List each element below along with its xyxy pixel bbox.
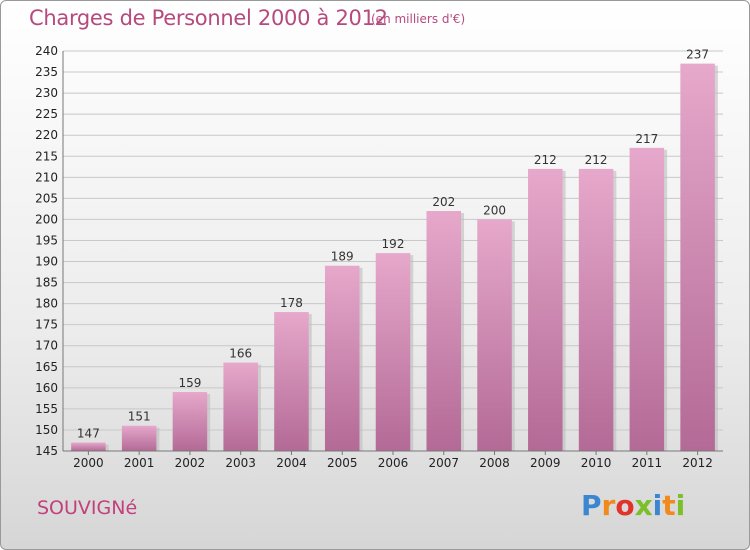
labels: 145 150 155 160 165 170 175 180 185 190 195 200 205 2… [35, 44, 713, 470]
bar [223, 362, 258, 451]
data-label: 202 [432, 195, 455, 209]
x-tick-label: 2004 [276, 456, 307, 470]
x-tick-label: 2012 [682, 456, 713, 470]
bar [121, 425, 157, 451]
bar [477, 219, 512, 451]
y-tick-label: 195 [35, 233, 58, 247]
axes [62, 51, 723, 455]
logo-letter: r [601, 489, 616, 522]
x-tick-label: 2001 [124, 456, 155, 470]
y-tick-label: 240 [35, 44, 58, 58]
y-tick-label: 230 [35, 86, 58, 100]
data-label: 200 [483, 203, 506, 217]
commune-name: SOUVIGNé [37, 497, 138, 519]
bar [528, 168, 563, 452]
y-tick-label: 170 [35, 339, 58, 353]
data-label: 159 [178, 376, 201, 390]
y-tick-label: 210 [35, 170, 58, 184]
bar [426, 211, 462, 451]
x-tick-label: 2006 [378, 456, 409, 470]
y-tick-label: 175 [35, 318, 58, 332]
logo-letter: o [615, 489, 635, 522]
y-tick-label: 225 [35, 107, 58, 121]
bar [71, 442, 106, 451]
x-tick-label: 2005 [327, 456, 358, 470]
proxiti-logo: Proxiti [581, 489, 691, 525]
chart-title: Charges de Personnel 2000 à 2012 [29, 6, 388, 30]
data-label: 212 [585, 153, 608, 167]
data-label: 237 [686, 48, 709, 62]
y-tick-label: 235 [35, 65, 58, 79]
data-label: 192 [382, 237, 405, 251]
y-tick-label: 220 [35, 128, 58, 142]
y-tick-label: 190 [35, 255, 58, 269]
y-tick-label: 160 [35, 381, 58, 395]
bar [578, 168, 614, 452]
y-tick-label: 205 [35, 191, 58, 205]
x-tick-label: 2011 [632, 456, 663, 470]
x-tick-label: 2010 [581, 456, 612, 470]
x-tick-label: 2009 [530, 456, 561, 470]
logo-letter: P [581, 489, 602, 522]
bar [629, 147, 665, 451]
data-label: 189 [331, 250, 354, 264]
data-label: 212 [534, 153, 557, 167]
x-tick-label: 2000 [73, 456, 104, 470]
bar [324, 265, 360, 451]
y-tick-label: 200 [35, 212, 58, 226]
bar [274, 312, 309, 451]
data-label: 147 [77, 427, 100, 441]
x-tick-label: 2003 [225, 456, 256, 470]
bars [71, 63, 718, 452]
data-label: 217 [635, 132, 658, 146]
x-tick-label: 2008 [479, 456, 510, 470]
x-tick-label: 2007 [428, 456, 459, 470]
bar [172, 392, 208, 451]
y-tick-label: 180 [35, 297, 58, 311]
y-tick-label: 165 [35, 360, 58, 374]
data-label: 178 [280, 296, 303, 310]
x-tick-label: 2002 [175, 456, 206, 470]
data-label: 151 [128, 410, 151, 424]
y-tick-label: 145 [35, 444, 58, 458]
y-tick-label: 150 [35, 423, 58, 437]
y-tick-label: 185 [35, 276, 58, 290]
logo-letter: i [675, 489, 686, 522]
logo-letter: t [662, 489, 676, 522]
logo-letter: i [652, 489, 663, 522]
y-tick-label: 215 [35, 149, 58, 163]
y-tick-label: 155 [35, 402, 58, 416]
unit-note: (en milliers d'€) [371, 12, 466, 26]
logo-letter: x [634, 489, 653, 522]
bar [375, 253, 411, 451]
data-label: 166 [229, 347, 252, 361]
bar [680, 63, 715, 451]
